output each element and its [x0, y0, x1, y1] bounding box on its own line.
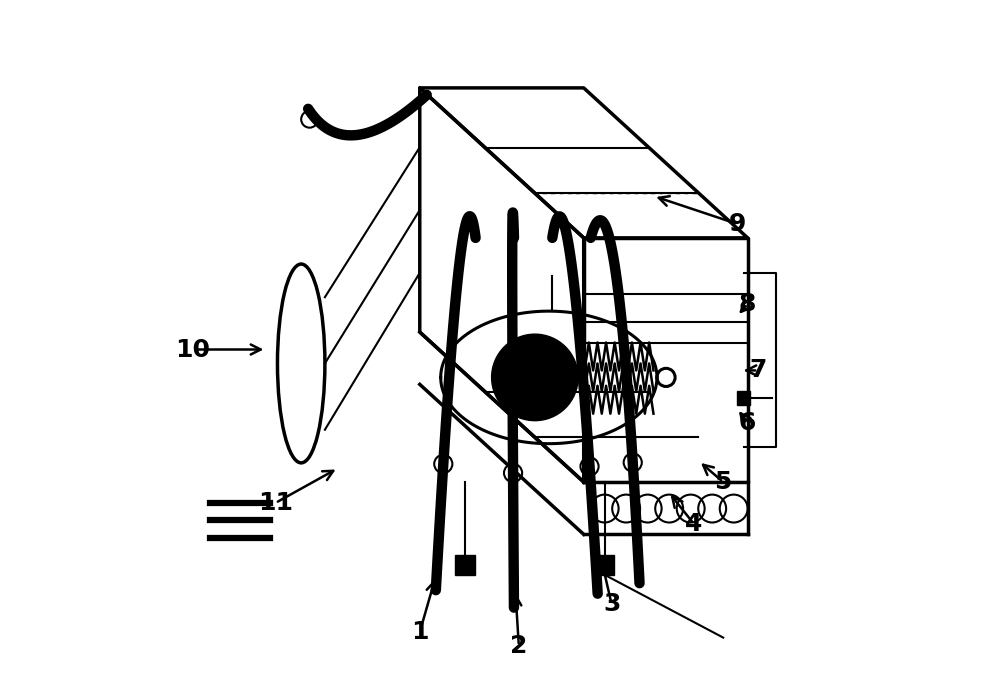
- Text: 9: 9: [729, 212, 746, 236]
- Text: 10: 10: [176, 338, 211, 361]
- Bar: [455, 555, 475, 575]
- Bar: [737, 391, 750, 405]
- Text: 6: 6: [739, 411, 756, 435]
- Circle shape: [492, 334, 578, 421]
- Text: 8: 8: [739, 292, 756, 316]
- Text: 1: 1: [411, 620, 429, 644]
- Text: 7: 7: [749, 359, 767, 382]
- Text: 4: 4: [685, 512, 703, 536]
- Text: 5: 5: [715, 470, 732, 494]
- Text: 11: 11: [258, 491, 293, 515]
- Text: 2: 2: [510, 634, 528, 658]
- Text: 3: 3: [603, 592, 620, 616]
- Bar: [595, 555, 614, 575]
